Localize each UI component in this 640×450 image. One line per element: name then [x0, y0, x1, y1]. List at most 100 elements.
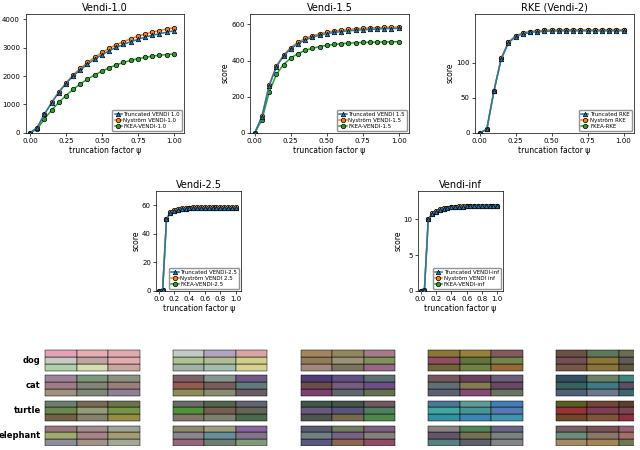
Truncated VENDI 1.5: [395, 26, 403, 31]
Bar: [236, 382, 268, 389]
FKEA-VENDI-1.0: [120, 60, 127, 65]
Truncated VENDI 1.5: [316, 32, 323, 38]
Bar: [428, 357, 460, 364]
FKEA-VENDI-inf: [482, 203, 490, 209]
FKEA-VENDI-2.5: [189, 206, 197, 211]
Nyström VENDI 2.5: [216, 204, 224, 210]
Bar: [332, 414, 364, 421]
Nyström VENDI-1.5: [280, 52, 287, 58]
Nyström VENDI 2.5: [186, 205, 193, 210]
Bar: [619, 375, 640, 382]
Truncated VENDI 1.5: [388, 26, 396, 31]
Bar: [204, 414, 236, 421]
FKEA-VENDI-1.0: [127, 58, 134, 63]
Truncated VENDI-2.5: [193, 205, 201, 211]
Bar: [428, 439, 460, 446]
FKEA-VENDI-2.5: [182, 206, 189, 211]
FKEA-RKE: [620, 27, 627, 33]
Nyström RKE: [497, 56, 505, 61]
Nyström VENDI 2.5: [182, 205, 189, 211]
Truncated VENDI-inf: [474, 203, 482, 209]
Bar: [173, 364, 204, 371]
Bar: [332, 382, 364, 389]
Nyström RKE: [526, 29, 534, 35]
FKEA-VENDI-2.5: [174, 207, 182, 212]
Nyström VENDI inf: [490, 203, 497, 208]
Bar: [492, 407, 523, 414]
Bar: [556, 432, 588, 439]
Bar: [301, 407, 332, 414]
Bar: [460, 364, 492, 371]
Truncated VENDI-2.5: [212, 205, 220, 211]
Bar: [173, 382, 204, 389]
Truncated VENDI 1.5: [266, 83, 273, 89]
Bar: [428, 414, 460, 421]
FKEA-VENDI-inf: [417, 288, 424, 293]
FKEA-VENDI-2.5: [212, 205, 220, 211]
Nyström VENDI-1.0: [40, 112, 48, 117]
Bar: [492, 364, 523, 371]
Bar: [332, 400, 364, 407]
Truncated VENDI 1.0: [98, 52, 106, 58]
Nyström VENDI inf: [436, 207, 444, 212]
FKEA-VENDI-1.5: [351, 40, 359, 45]
Truncated VENDI 1.0: [141, 34, 149, 40]
Truncated RKE: [541, 29, 548, 34]
Nyström VENDI-1.0: [62, 80, 70, 86]
Bar: [619, 432, 640, 439]
Bar: [108, 426, 140, 432]
Bar: [332, 357, 364, 364]
Truncated VENDI-2.5: [170, 208, 178, 214]
Y-axis label: score: score: [132, 230, 141, 251]
Nyström VENDI 2.5: [212, 204, 220, 210]
Truncated VENDI-inf: [451, 204, 459, 210]
Nyström VENDI inf: [463, 203, 470, 209]
FKEA-VENDI-1.0: [113, 62, 120, 68]
Nyström VENDI inf: [459, 203, 467, 209]
Bar: [556, 382, 588, 389]
Truncated VENDI 1.0: [47, 100, 55, 106]
Nyström VENDI-1.5: [351, 26, 359, 32]
FKEA-VENDI-1.5: [380, 39, 388, 45]
Line: Truncated VENDI 1.5: Truncated VENDI 1.5: [253, 26, 401, 135]
Bar: [77, 400, 108, 407]
Bar: [460, 407, 492, 414]
Bar: [556, 350, 588, 357]
Line: FKEA-VENDI-1.0: FKEA-VENDI-1.0: [28, 52, 176, 135]
Legend: Truncated VENDI-inf, Nyström VENDI inf, FKEA-VENDI-inf: Truncated VENDI-inf, Nyström VENDI inf, …: [433, 268, 501, 289]
Truncated VENDI-2.5: [228, 205, 236, 211]
FKEA-VENDI-inf: [470, 203, 478, 209]
Nyström RKE: [612, 27, 620, 33]
FKEA-VENDI-2.5: [209, 205, 216, 211]
Truncated VENDI-2.5: [232, 205, 239, 211]
Nyström RKE: [555, 27, 563, 33]
Truncated RKE: [612, 28, 620, 34]
FKEA-VENDI-inf: [428, 211, 436, 216]
Bar: [236, 375, 268, 382]
Line: Nyström VENDI 2.5: Nyström VENDI 2.5: [157, 205, 238, 293]
Truncated VENDI 1.0: [62, 81, 70, 86]
FKEA-RKE: [497, 56, 505, 61]
Nyström VENDI inf: [486, 203, 493, 208]
Nyström VENDI-1.0: [33, 125, 41, 130]
Nyström RKE: [483, 127, 491, 132]
Nyström VENDI 2.5: [155, 288, 163, 293]
Nyström VENDI-1.0: [141, 31, 149, 36]
Bar: [301, 432, 332, 439]
Y-axis label: score: score: [394, 230, 403, 251]
Truncated VENDI-2.5: [186, 206, 193, 211]
Bar: [619, 426, 640, 432]
FKEA-VENDI-2.5: [197, 205, 205, 211]
Nyström RKE: [577, 27, 584, 33]
Line: FKEA-RKE: FKEA-RKE: [477, 28, 626, 135]
Truncated RKE: [577, 28, 584, 34]
Bar: [619, 350, 640, 357]
Bar: [236, 432, 268, 439]
Bar: [556, 426, 588, 432]
Bar: [364, 400, 395, 407]
FKEA-RKE: [526, 29, 534, 35]
Truncated VENDI 1.5: [373, 27, 381, 32]
Nyström VENDI-1.5: [380, 25, 388, 30]
Nyström VENDI 2.5: [228, 204, 236, 210]
FKEA-VENDI-2.5: [193, 205, 201, 211]
